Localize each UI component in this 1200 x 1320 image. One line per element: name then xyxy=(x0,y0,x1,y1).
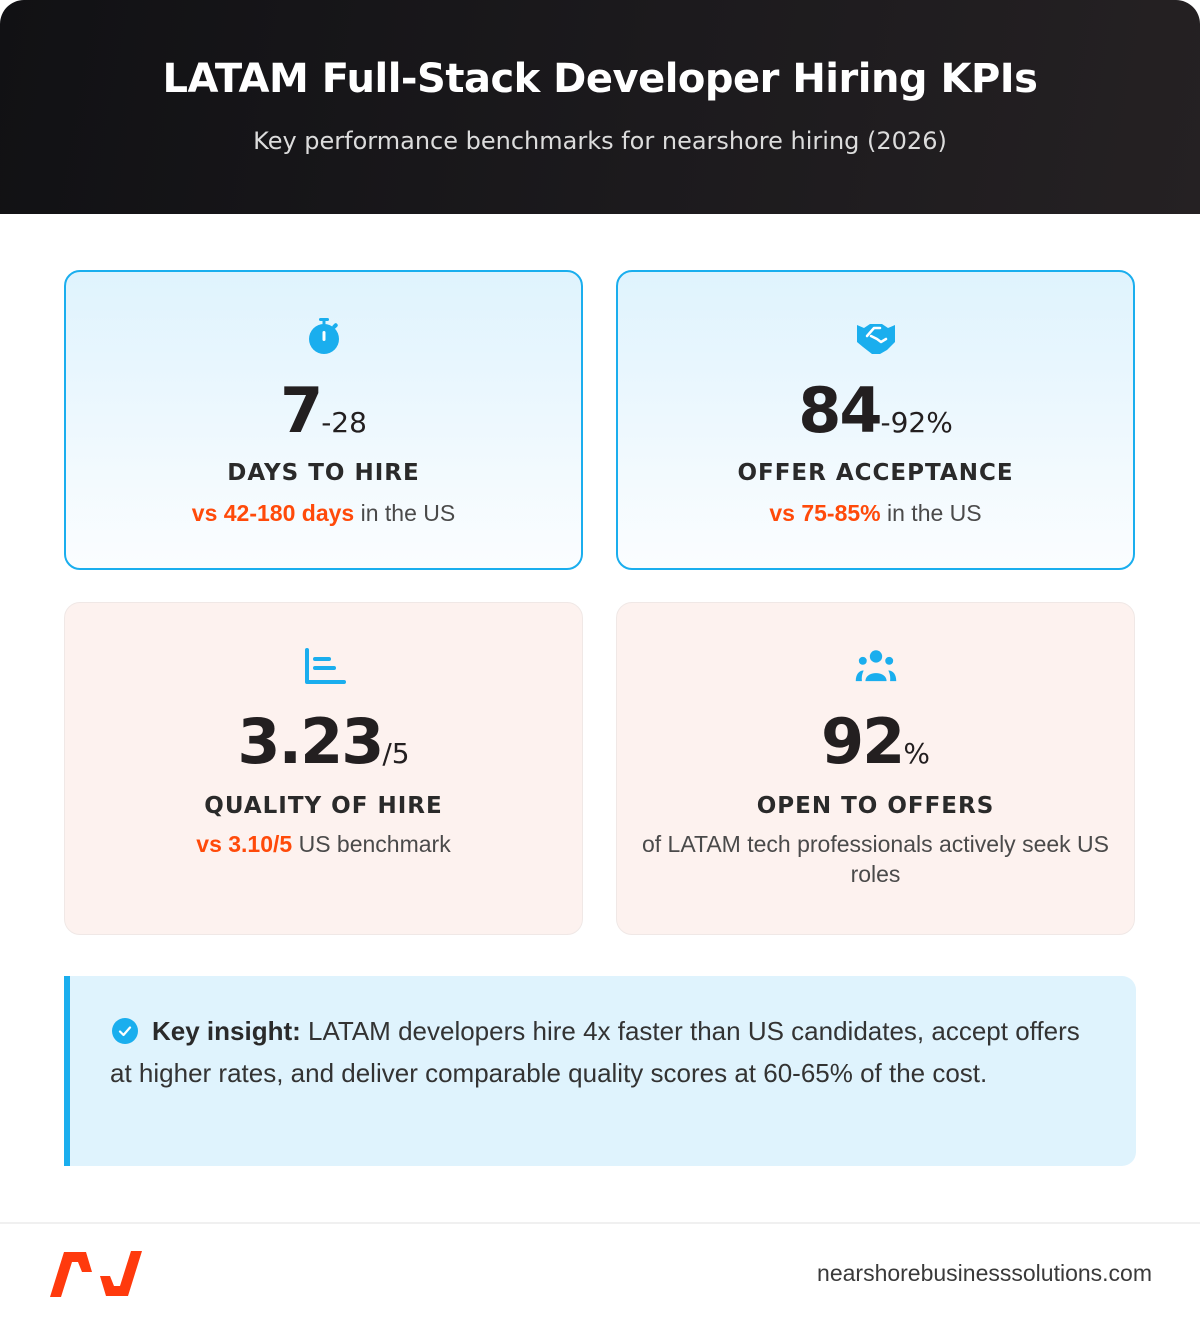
key-insight-box: Key insight: LATAM developers hire 4x fa… xyxy=(64,976,1136,1166)
website-link[interactable]: nearshorebusinesssolutions.com xyxy=(817,1260,1152,1286)
handshake-icon xyxy=(856,324,895,354)
kpi-label: OPEN TO OFFERS xyxy=(756,793,995,819)
kpi-card-days-to-hire: 7-28 DAYS TO HIRE vs 42-180 days in the … xyxy=(64,270,583,570)
kpi-comparison: vs 3.10/5 US benchmark xyxy=(196,831,451,857)
insight-text: LATAM developers hire 4x faster than US … xyxy=(110,1016,1080,1088)
nearshore-logo xyxy=(50,1251,142,1297)
check-circle-icon xyxy=(112,1018,138,1044)
footer: nearshorebusinesssolutions.com xyxy=(0,1222,1200,1320)
kpi-label: QUALITY OF HIRE xyxy=(204,793,443,819)
page-subtitle: Key performance benchmarks for nearshore… xyxy=(253,127,947,155)
insight-label: Key insight: xyxy=(152,1016,301,1046)
kpi-label: DAYS TO HIRE xyxy=(227,460,420,486)
bar-chart-icon xyxy=(304,648,346,684)
kpi-card-offer-acceptance: 84-92% OFFER ACCEPTANCE vs 75-85% in the… xyxy=(616,270,1135,570)
kpi-value: 84-92% xyxy=(798,374,953,447)
kpi-value: 7-28 xyxy=(280,374,367,447)
kpi-value: 92% xyxy=(821,705,930,778)
kpi-card-quality-of-hire: 3.23/5 QUALITY OF HIRE vs 3.10/5 US benc… xyxy=(64,602,583,935)
kpi-card-open-to-offers: 92% OPEN TO OFFERS of LATAM tech profess… xyxy=(616,602,1135,935)
page-title: LATAM Full-Stack Developer Hiring KPIs xyxy=(162,56,1038,102)
kpi-comparison: vs 42-180 days in the US xyxy=(191,500,456,526)
kpi-comparison: vs 75-85% in the US xyxy=(769,500,982,526)
header-banner: LATAM Full-Stack Developer Hiring KPIs K… xyxy=(0,0,1200,214)
kpi-label: OFFER ACCEPTANCE xyxy=(737,460,1014,486)
stopwatch-icon xyxy=(308,318,339,354)
users-group-icon xyxy=(855,650,896,682)
kpi-value: 3.23/5 xyxy=(237,705,410,778)
kpi-description: of LATAM tech professionals actively see… xyxy=(641,831,1109,887)
